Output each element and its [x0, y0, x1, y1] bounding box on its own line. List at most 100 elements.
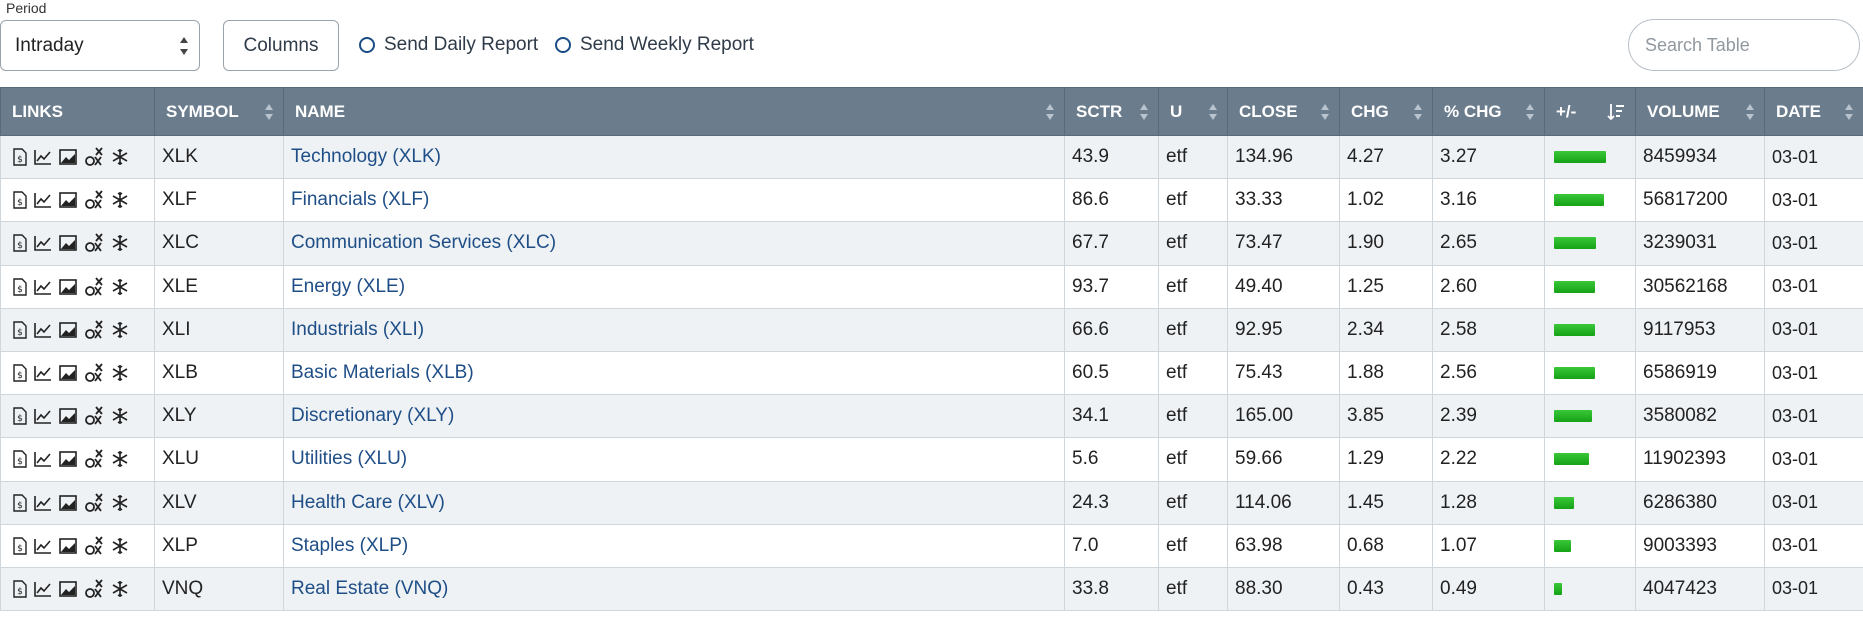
column-header-plus-minus[interactable]: +/- [1544, 87, 1636, 136]
column-header-name[interactable]: NAME [283, 87, 1065, 136]
sort-icon[interactable] [1320, 103, 1330, 121]
document-dollar-icon[interactable]: $ [13, 407, 27, 425]
column-header-sctr[interactable]: SCTR [1064, 87, 1159, 136]
document-dollar-icon[interactable]: $ [13, 277, 27, 296]
line-chart-icon[interactable] [34, 581, 52, 597]
line-chart-icon[interactable] [34, 192, 52, 209]
column-header-volume[interactable]: VOLUME [1635, 87, 1765, 136]
seasonality-icon[interactable] [111, 537, 129, 555]
document-dollar-icon[interactable]: $ [13, 493, 27, 512]
point-figure-icon[interactable] [84, 406, 104, 426]
sort-icon[interactable] [1045, 103, 1055, 121]
date-cell: 03-01 [1764, 394, 1863, 439]
sort-icon[interactable] [264, 103, 274, 121]
name-value[interactable]: Energy (XLE) [291, 275, 406, 297]
send-daily-report-radio[interactable]: Send Daily Report [359, 33, 538, 57]
seasonality-icon[interactable] [111, 321, 129, 339]
line-chart-icon[interactable] [34, 451, 52, 468]
point-figure-icon[interactable] [84, 320, 104, 340]
name-value[interactable]: Real Estate (VNQ) [291, 577, 449, 599]
point-figure-icon[interactable] [84, 190, 104, 210]
document-dollar-icon[interactable]: $ [13, 537, 27, 555]
document-dollar-icon[interactable]: $ [13, 234, 27, 253]
name-value[interactable]: Health Care (XLV) [291, 491, 445, 513]
area-chart-icon[interactable] [59, 278, 77, 295]
seasonality-icon[interactable] [111, 191, 129, 209]
close-value: 59.66 [1235, 448, 1283, 470]
u-cell: etf [1158, 523, 1228, 568]
name-value[interactable]: Industrials (XLI) [291, 318, 425, 340]
sctr-value: 43.9 [1072, 146, 1109, 168]
sort-icon[interactable] [1844, 103, 1854, 121]
area-chart-icon[interactable] [59, 537, 77, 554]
document-dollar-icon[interactable]: $ [13, 580, 27, 598]
area-chart-icon[interactable] [59, 192, 77, 209]
seasonality-icon[interactable] [111, 450, 129, 468]
area-chart-icon[interactable] [59, 235, 77, 252]
line-chart-icon[interactable] [34, 149, 52, 165]
area-chart-icon[interactable] [59, 149, 77, 165]
name-value[interactable]: Communication Services (XLC) [291, 232, 557, 254]
point-figure-icon[interactable] [84, 536, 104, 556]
name-value[interactable]: Discretionary (XLY) [291, 405, 455, 427]
document-dollar-icon[interactable]: $ [13, 321, 27, 339]
line-chart-icon[interactable] [34, 538, 52, 554]
column-header-label: VOLUME [1647, 101, 1720, 121]
sort-icon[interactable] [1745, 103, 1755, 121]
sctr-cell: 5.6 [1064, 437, 1159, 482]
line-chart-icon[interactable] [34, 495, 52, 511]
seasonality-icon[interactable] [111, 278, 129, 296]
columns-button[interactable]: Columns [223, 20, 339, 71]
column-header-date[interactable]: DATE [1764, 87, 1863, 136]
seasonality-icon[interactable] [111, 148, 129, 166]
search-input[interactable] [1628, 19, 1860, 71]
seasonality-icon[interactable] [111, 407, 129, 425]
line-chart-icon[interactable] [34, 408, 52, 425]
sctr-value: 67.7 [1072, 232, 1109, 254]
seasonality-icon[interactable] [111, 364, 129, 382]
column-header-chg[interactable]: CHG [1339, 87, 1433, 136]
area-chart-icon[interactable] [59, 451, 77, 468]
seasonality-icon[interactable] [111, 580, 129, 598]
point-figure-icon[interactable] [84, 579, 104, 599]
send-weekly-report-radio[interactable]: Send Weekly Report [555, 33, 754, 57]
name-value[interactable]: Staples (XLP) [291, 534, 409, 556]
document-dollar-icon[interactable]: $ [13, 450, 27, 469]
sctr-value: 66.6 [1072, 318, 1109, 340]
sort-icon[interactable] [1525, 103, 1535, 121]
line-chart-icon[interactable] [34, 322, 52, 338]
point-figure-icon[interactable] [84, 449, 104, 469]
name-value[interactable]: Financials (XLF) [291, 189, 430, 211]
sort-icon[interactable] [1208, 103, 1218, 121]
point-figure-icon[interactable] [84, 363, 104, 383]
seasonality-icon[interactable] [111, 494, 129, 512]
point-figure-icon[interactable] [84, 233, 104, 253]
period-select[interactable]: Intraday [0, 20, 200, 71]
area-chart-icon[interactable] [59, 581, 77, 597]
sort-icon[interactable] [1139, 103, 1149, 121]
line-chart-icon[interactable] [34, 365, 52, 381]
area-chart-icon[interactable] [59, 365, 77, 381]
column-header-u[interactable]: U [1158, 87, 1228, 136]
document-dollar-icon[interactable]: $ [13, 148, 27, 166]
point-figure-icon[interactable] [84, 147, 104, 167]
name-value[interactable]: Utilities (XLU) [291, 448, 408, 470]
column-header-close[interactable]: CLOSE [1227, 87, 1340, 136]
seasonality-icon[interactable] [111, 234, 129, 252]
sort-desc-icon[interactable] [1607, 102, 1625, 122]
sort-icon[interactable] [1413, 103, 1423, 121]
symbol-cell: XLV [154, 480, 284, 525]
document-dollar-icon[interactable]: $ [13, 191, 27, 209]
name-value[interactable]: Technology (XLK) [291, 146, 441, 168]
point-figure-icon[interactable] [84, 277, 104, 297]
line-chart-icon[interactable] [34, 279, 52, 295]
document-dollar-icon[interactable]: $ [13, 364, 27, 382]
line-chart-icon[interactable] [34, 235, 52, 252]
name-value[interactable]: Basic Materials (XLB) [291, 362, 474, 384]
column-header-chg[interactable]: % CHG [1432, 87, 1545, 136]
area-chart-icon[interactable] [59, 494, 77, 511]
area-chart-icon[interactable] [59, 322, 77, 338]
column-header-symbol[interactable]: SYMBOL [154, 87, 284, 136]
point-figure-icon[interactable] [84, 493, 104, 513]
area-chart-icon[interactable] [59, 408, 77, 425]
